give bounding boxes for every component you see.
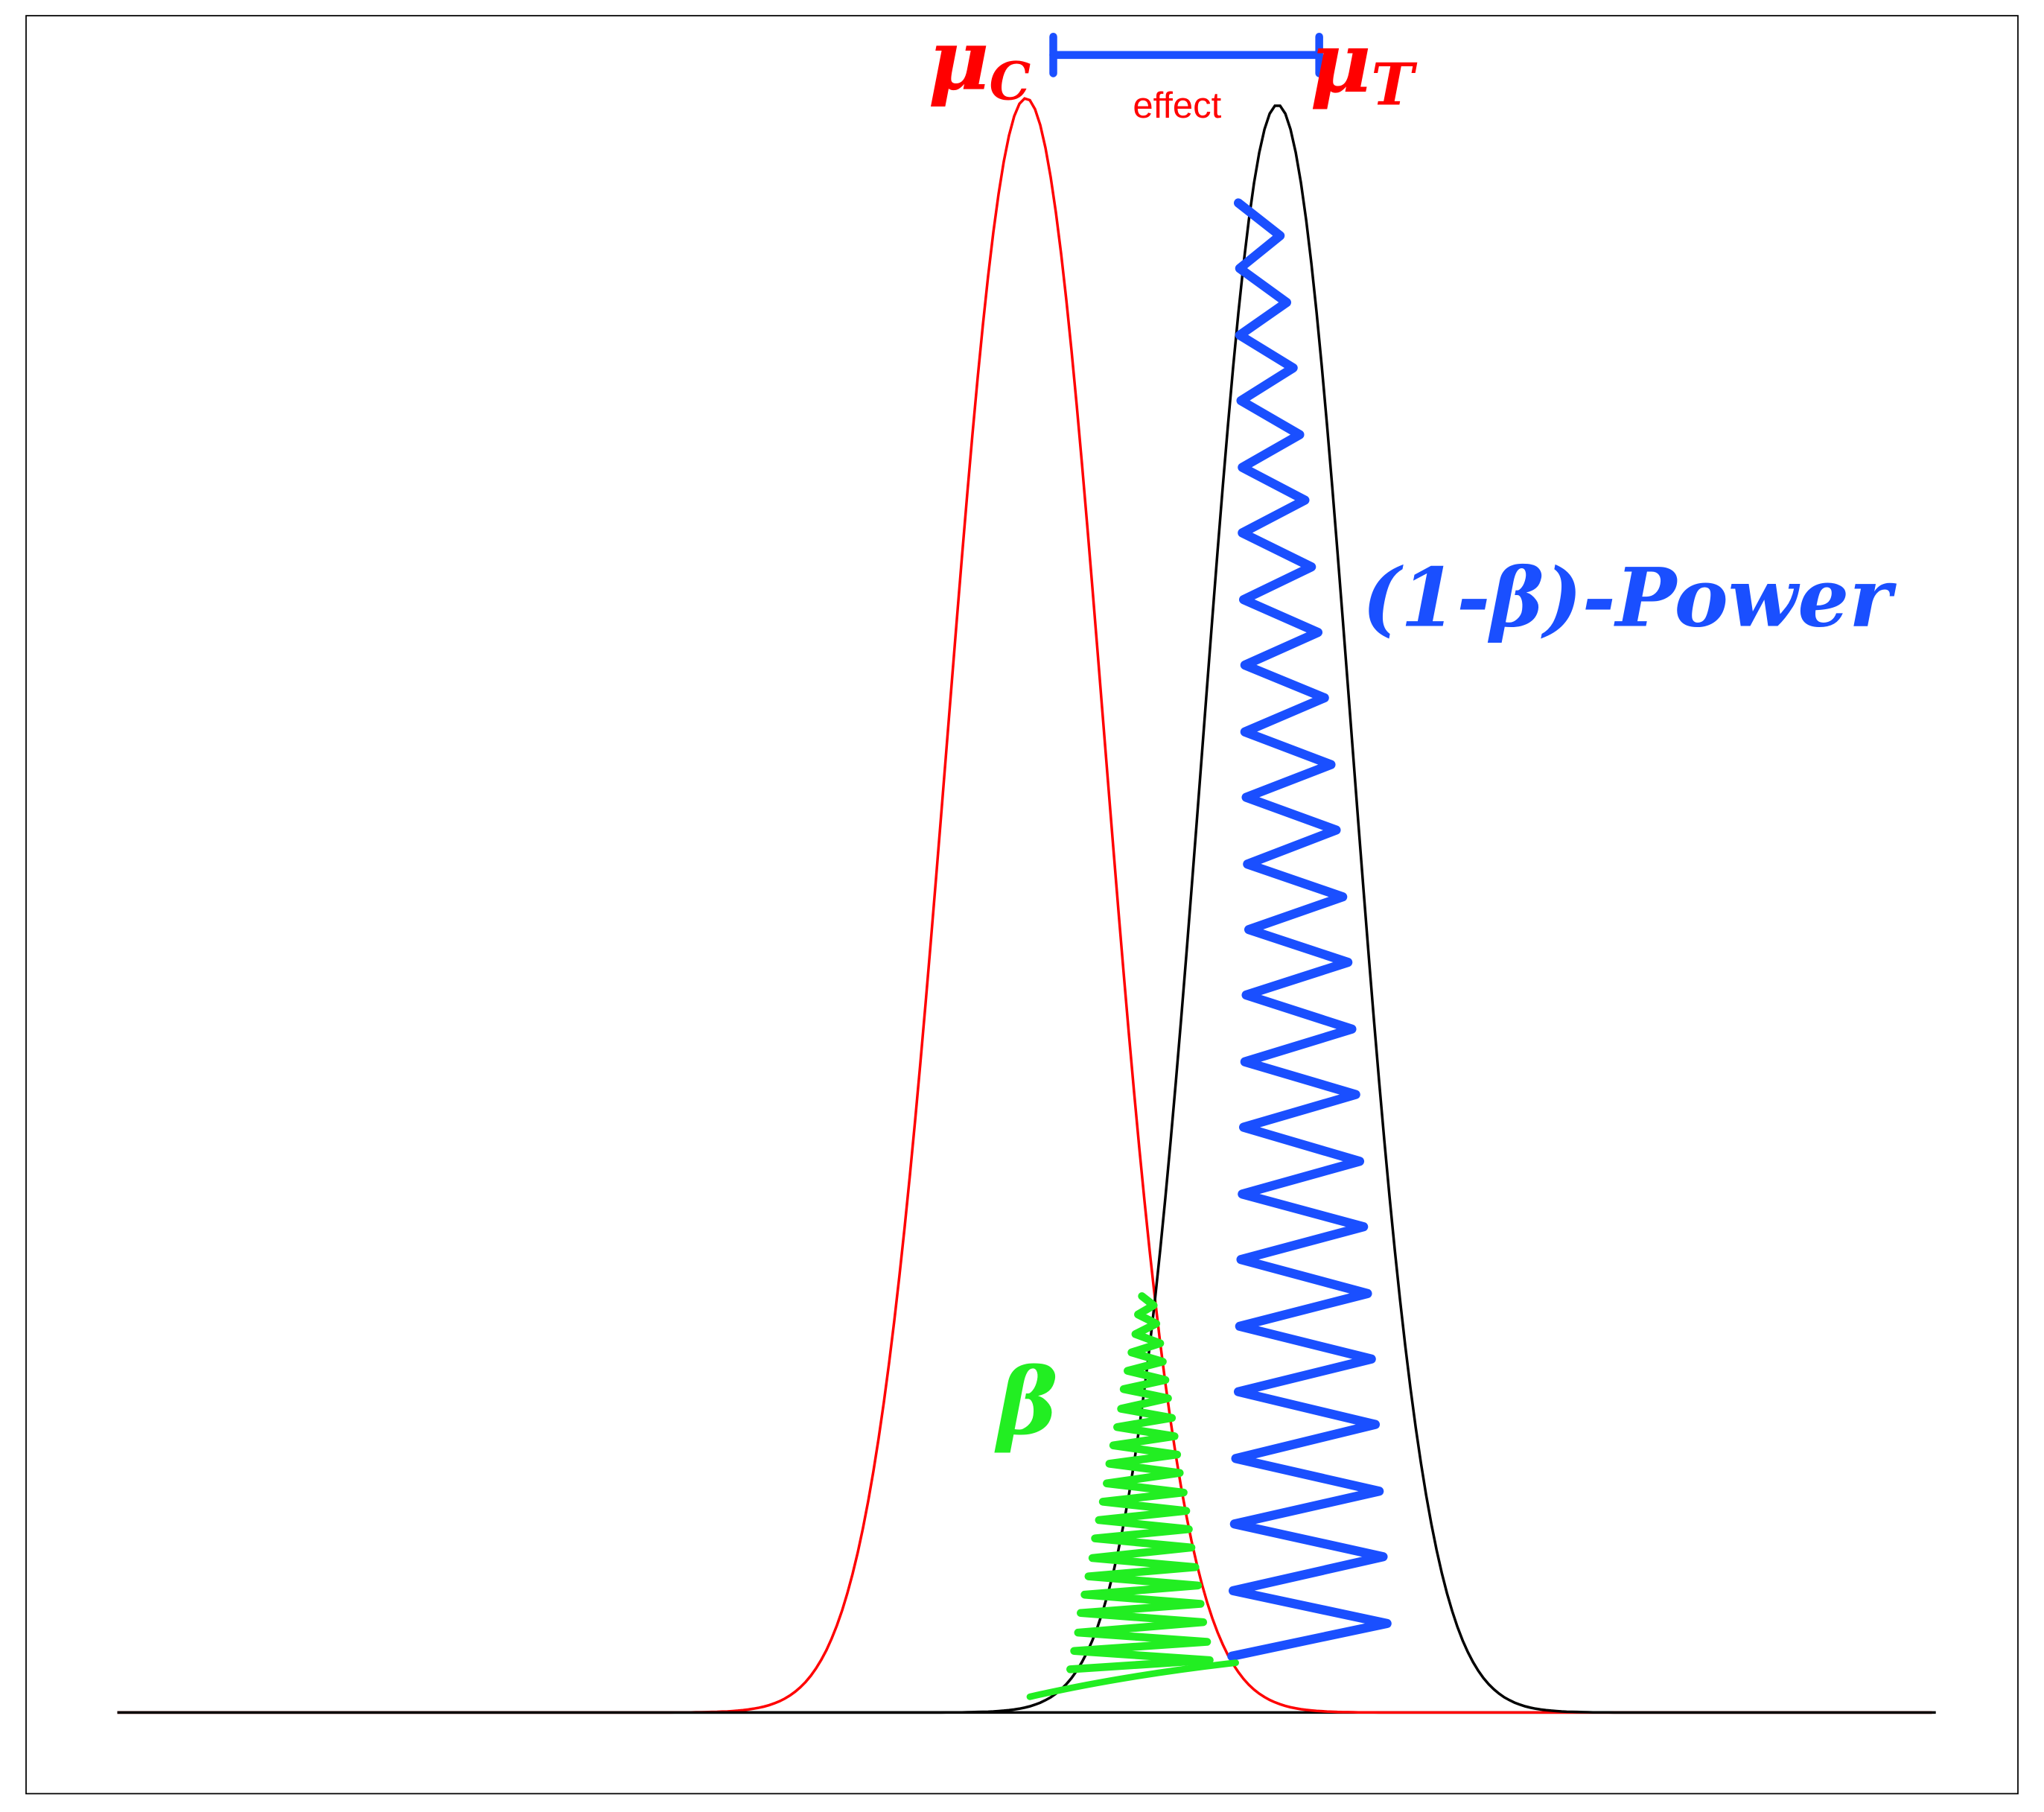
power-label: (1-β)-Power [1362, 550, 1897, 645]
mu-symbol: μ [928, 11, 989, 109]
mu-subscript: T [1371, 51, 1418, 118]
mu-treatment: μT [1310, 14, 1418, 119]
treatment-distribution [117, 104, 1932, 1714]
beta-label: β [994, 1348, 1057, 1455]
effect-bracket [1049, 32, 1323, 77]
beta-scribble [1066, 1292, 1214, 1673]
frame [25, 15, 2019, 1795]
mu-control: μC [928, 11, 1031, 112]
power-scribble [1227, 198, 1392, 1661]
mu-symbol: μ [1310, 14, 1371, 112]
beta-underline [1026, 1659, 1239, 1700]
mu-subscript: C [989, 50, 1031, 112]
effect-label: effect [1133, 86, 1221, 126]
